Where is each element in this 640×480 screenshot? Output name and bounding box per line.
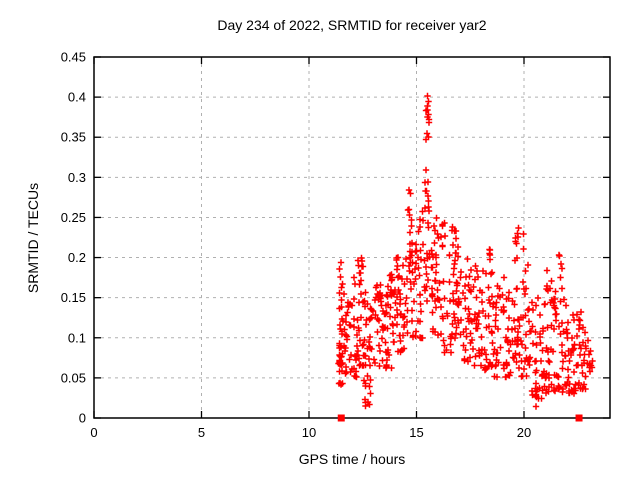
x-tick-label: 10: [302, 425, 316, 440]
x-tick-label: 20: [517, 425, 531, 440]
y-tick-label: 0.45: [61, 50, 86, 65]
chart-title: Day 234 of 2022, SRMTID for receiver yar…: [217, 17, 487, 33]
plot-border: [93, 56, 611, 419]
y-tick-label: 0.35: [61, 130, 86, 145]
y-tick-label: 0.1: [68, 330, 86, 345]
y-tick-label: 0.25: [61, 210, 86, 225]
x-tick-label: 0: [90, 425, 97, 440]
scatter-points: [335, 92, 596, 410]
y-tick-label: 0: [79, 411, 86, 426]
x-tick-label: 15: [409, 425, 423, 440]
y-tick-label: 0.15: [61, 290, 86, 305]
y-tick-label: 0.2: [68, 250, 86, 265]
y-tick-label: 0.05: [61, 370, 86, 385]
boundary-square-marker: [337, 414, 345, 422]
x-axis-label: GPS time / hours: [298, 451, 406, 467]
x-tick-label: 5: [198, 425, 205, 440]
boundary-square-marker: [575, 414, 583, 422]
y-tick-label: 0.3: [68, 170, 86, 185]
y-tick-label: 0.4: [68, 90, 86, 105]
